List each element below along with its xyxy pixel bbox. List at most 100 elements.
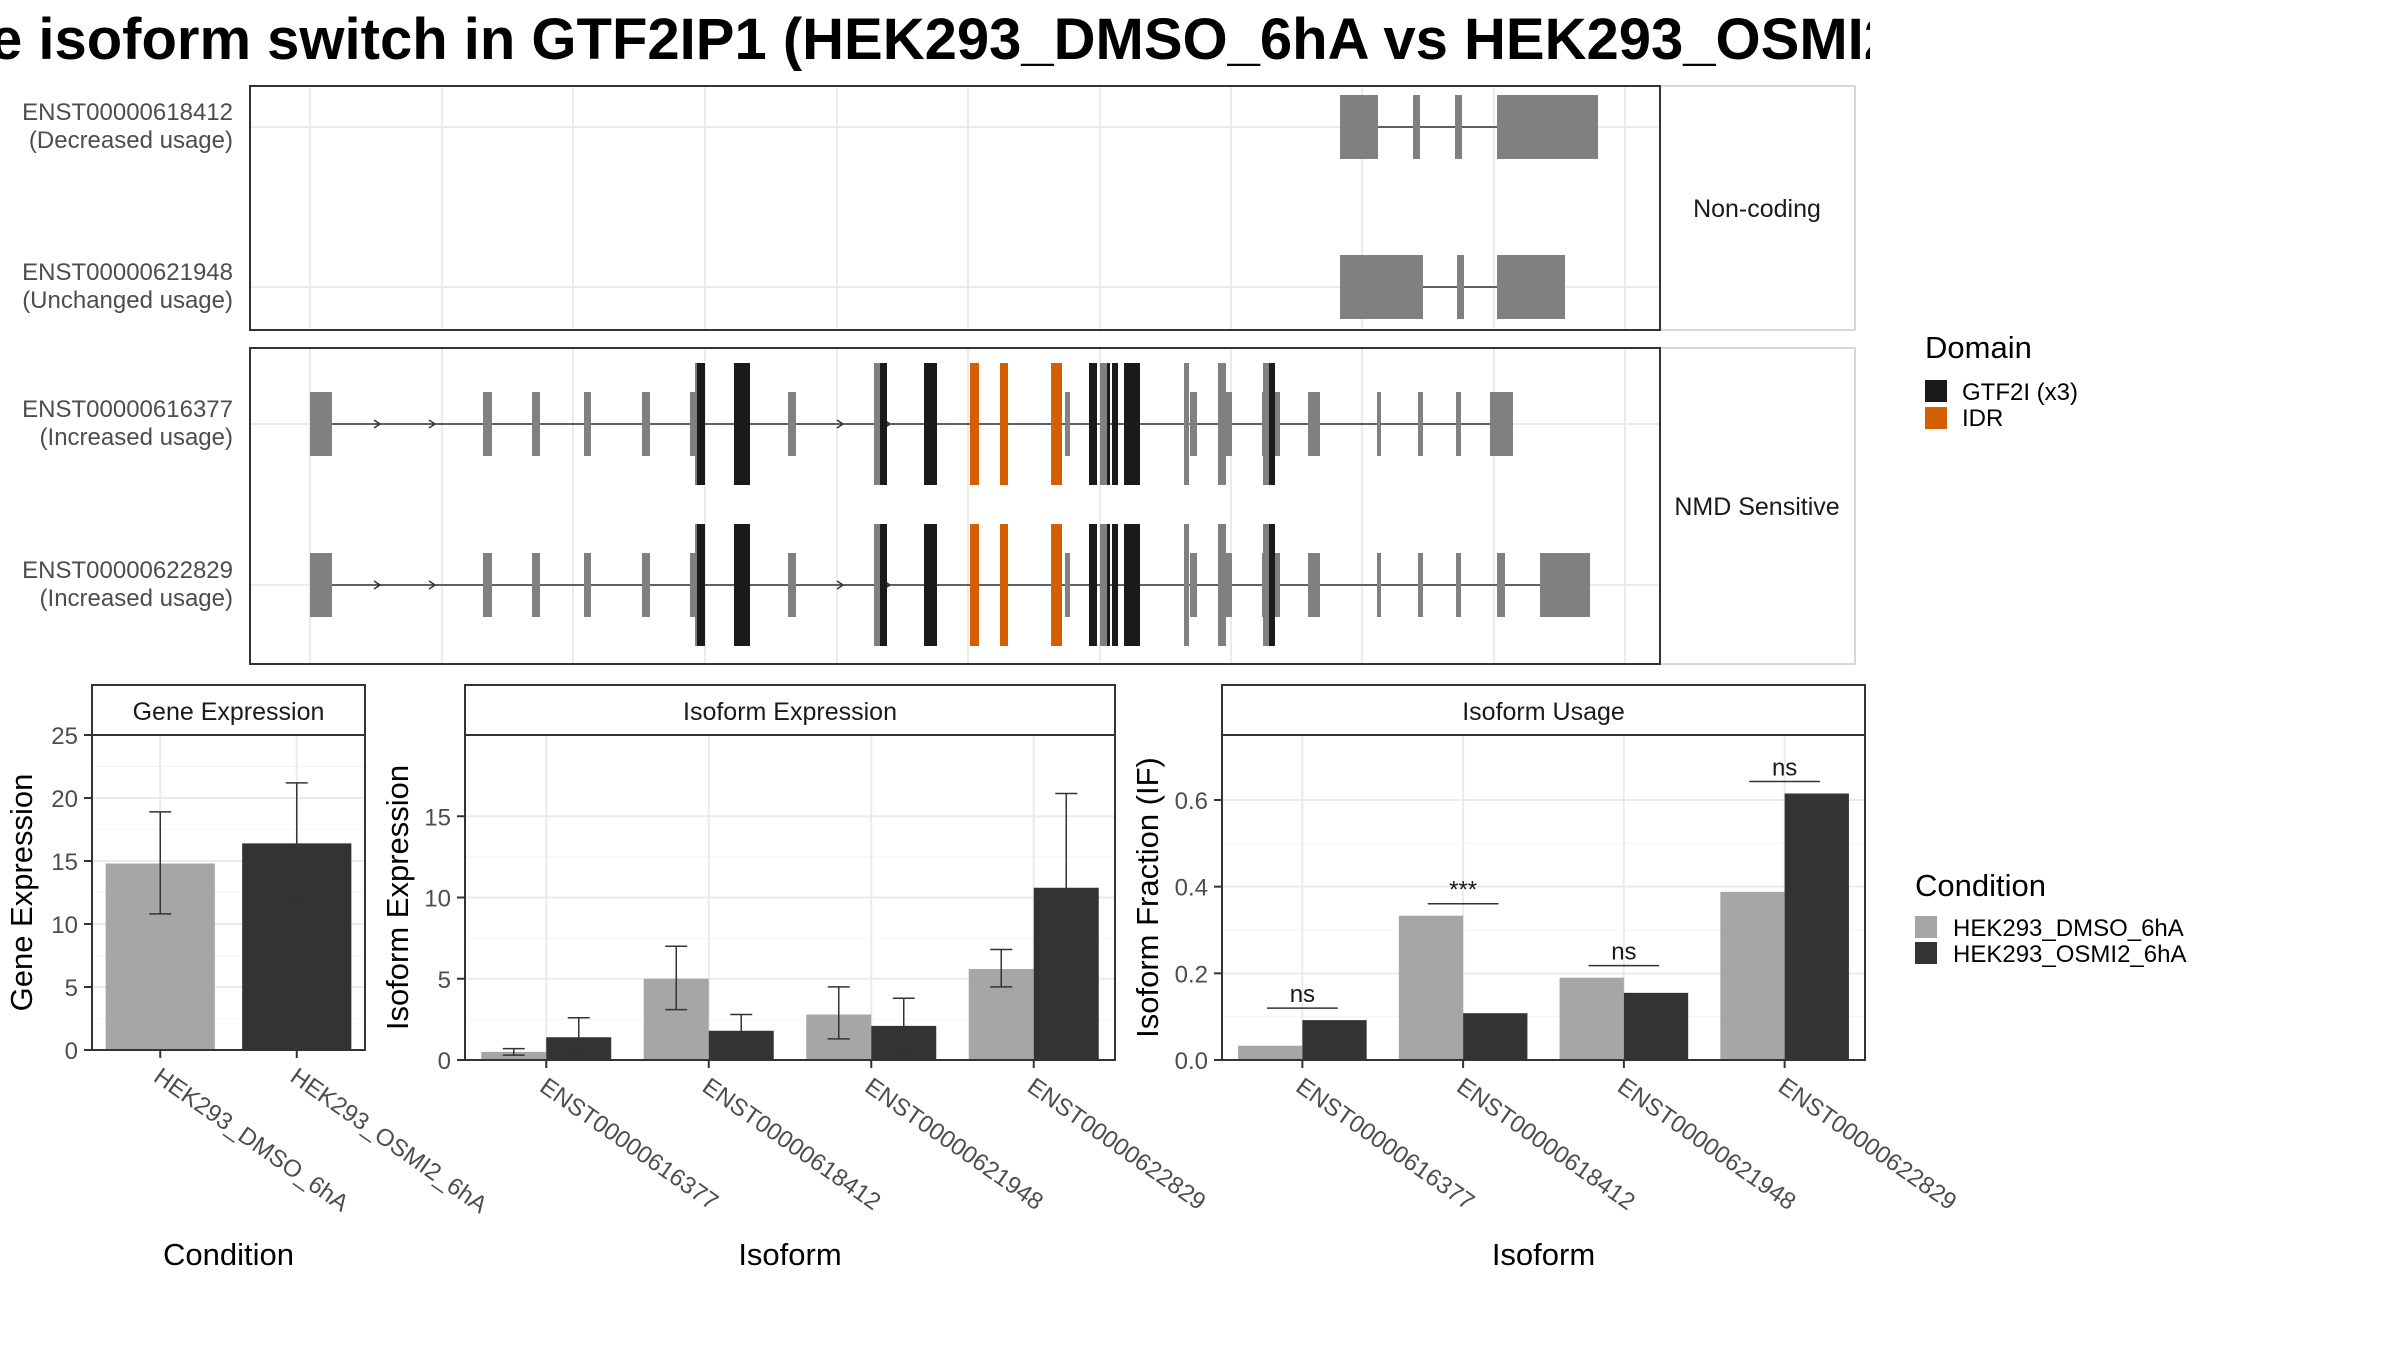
coding-exon: [1218, 524, 1226, 646]
exon: [1190, 553, 1197, 617]
exon: [788, 392, 796, 456]
bar: [1302, 1020, 1367, 1060]
gtf2i-domain: [1107, 363, 1109, 485]
transcript-usage-label: (Increased usage): [40, 585, 233, 612]
exon: [1456, 553, 1461, 617]
transcript-id-label: ENST00000616377: [22, 396, 233, 423]
gtf2i-domain: [1124, 524, 1140, 646]
exon: [1490, 392, 1513, 456]
coding-exon: [1218, 363, 1226, 485]
idr-domain: [1000, 363, 1008, 485]
transcript-id-label: ENST00000618412: [22, 99, 233, 126]
gtf2i-domain: [880, 524, 887, 646]
facet-label-nmd-sensitive: NMD Sensitive: [1674, 493, 1839, 521]
plot-title: e isoform switch in GTF2IP1 (HEK293_DMSO…: [0, 7, 1870, 72]
domain-legend-label: GTF2I (x3): [1962, 379, 2078, 406]
gtf2i-domain: [1269, 363, 1275, 485]
y-tick-label: 10: [424, 886, 451, 913]
gtf2i-domain: [1112, 524, 1118, 646]
exon: [1418, 392, 1423, 456]
x-tick-label: ENST00000622829: [1022, 1073, 1210, 1216]
gtf2i-domain: [734, 524, 750, 646]
y-tick-label: 0: [438, 1048, 451, 1075]
panel-border: [91, 734, 366, 1051]
panel-border: [1221, 734, 1866, 1061]
y-tick-label: 0.4: [1175, 875, 1208, 902]
bar: [481, 1051, 547, 1060]
panel-border: [464, 734, 1116, 1061]
domain-legend-label: IDR: [1962, 405, 2003, 432]
structure-panel-bg: [250, 348, 1660, 664]
transcript-id-label: ENST00000622829: [22, 557, 233, 584]
x-tick-label: ENST00000616377: [535, 1073, 723, 1216]
exon: [1540, 553, 1590, 617]
exon: [1377, 392, 1381, 456]
gtf2i-domain: [1107, 524, 1109, 646]
y-tick-label: 10: [51, 912, 78, 939]
x-tick-label: ENST00000616377: [1291, 1073, 1479, 1216]
exon: [1457, 255, 1464, 319]
y-tick-label: 20: [51, 786, 78, 813]
significance-label: ns: [1290, 981, 1315, 1008]
exon: [1308, 553, 1320, 617]
facet-strip: [1659, 85, 1856, 331]
coding-exon: [1100, 363, 1110, 485]
exon: [1190, 392, 1197, 456]
x-axis-label: Isoform: [1492, 1237, 1595, 1272]
exon: [1340, 95, 1378, 159]
exon: [532, 392, 540, 456]
y-tick-label: 15: [424, 804, 451, 831]
exon: [1418, 553, 1423, 617]
y-tick-label: 15: [51, 849, 78, 876]
idr-domain: [1052, 524, 1062, 646]
exon: [1455, 95, 1462, 159]
idr-domain: [1000, 524, 1008, 646]
idr-domain: [970, 363, 979, 485]
facet-label-non-coding: Non-coding: [1693, 195, 1821, 223]
exon: [1377, 553, 1381, 617]
gtf2i-domain: [1112, 363, 1118, 485]
bar: [1784, 793, 1849, 1060]
intron-arrow: [373, 580, 382, 590]
significance-label: ***: [1449, 877, 1477, 904]
x-tick-label: ENST00000621948: [860, 1073, 1048, 1216]
x-axis-label: Isoform: [738, 1237, 841, 1272]
structure-panel-border: [249, 85, 1661, 331]
exon: [1223, 392, 1232, 456]
intron-arrow: [428, 580, 437, 590]
y-axis-label: Isoform Fraction (IF): [1130, 757, 1165, 1038]
exon: [1340, 255, 1423, 319]
y-tick-label: 25: [51, 723, 78, 750]
exon: [642, 392, 650, 456]
intron-arrow: [836, 419, 845, 429]
y-tick-label: 0.0: [1175, 1048, 1208, 1075]
y-tick-label: 5: [65, 975, 78, 1002]
condition-legend-swatch: [1915, 942, 1937, 964]
exon: [310, 553, 332, 617]
gtf2i-domain: [697, 363, 705, 485]
exon: [642, 553, 650, 617]
coding-exon: [1184, 363, 1189, 485]
exon: [1308, 392, 1320, 456]
intron-arrow: [836, 580, 845, 590]
gtf2i-domain: [697, 524, 705, 646]
y-axis-label: Isoform Expression: [380, 765, 415, 1030]
exon: [483, 392, 492, 456]
condition-legend-label: HEK293_OSMI2_6hA: [1953, 941, 2186, 968]
panel-title: Gene Expression: [133, 698, 325, 726]
exon: [1413, 95, 1420, 159]
exon: [483, 553, 492, 617]
exon: [690, 392, 697, 456]
exon: [584, 392, 591, 456]
x-tick-label: ENST00000618412: [697, 1073, 885, 1216]
exon: [690, 553, 697, 617]
panel-title: Isoform Usage: [1462, 698, 1625, 726]
x-axis-label: Condition: [163, 1237, 294, 1272]
transcript-usage-label: (Increased usage): [40, 424, 233, 451]
exon: [1272, 553, 1280, 617]
gtf2i-domain: [924, 363, 937, 485]
gtf2i-domain: [880, 363, 887, 485]
x-tick-label: ENST00000621948: [1612, 1073, 1800, 1216]
exon: [1456, 392, 1461, 456]
